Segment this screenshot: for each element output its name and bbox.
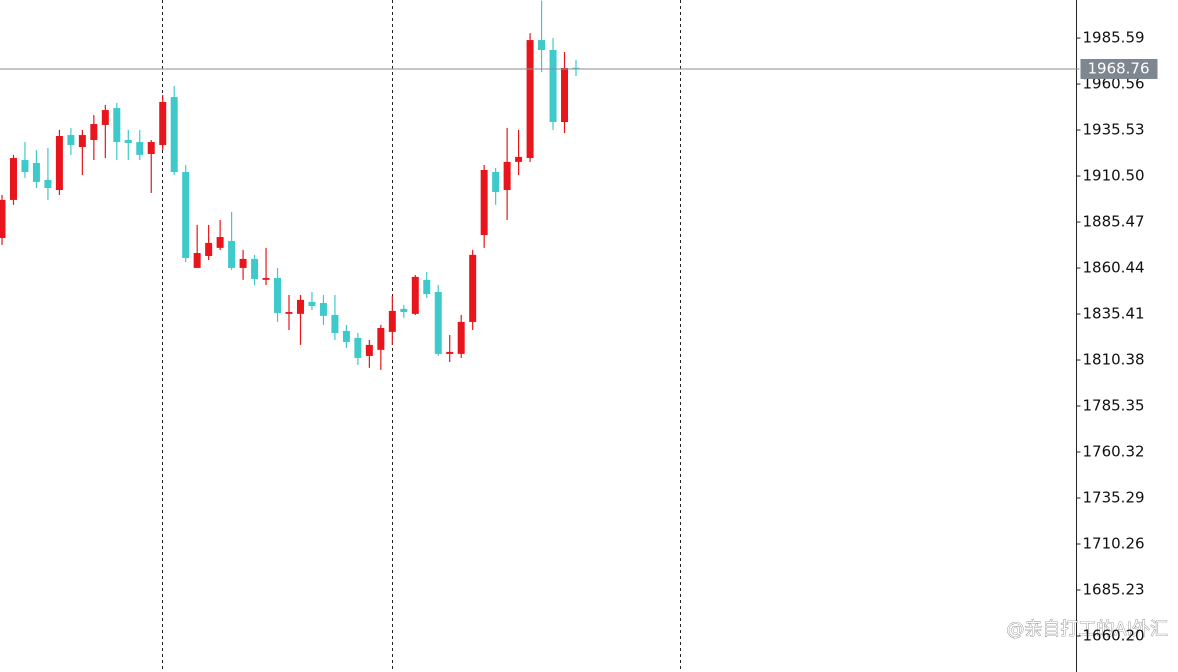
y-tick-label: 1860.44 (1083, 259, 1145, 277)
y-tick-label: 1835.41 (1083, 305, 1145, 323)
candle-body (342, 330, 350, 342)
candle-body (308, 301, 316, 306)
candle-body (434, 291, 442, 354)
candle-body (159, 101, 167, 145)
candle-body (388, 310, 396, 332)
y-tick-label: 1935.53 (1083, 121, 1145, 139)
watermark: @亲自打工的AI外汇 (1006, 619, 1168, 640)
candle-body (457, 321, 465, 354)
y-tick-label: 1985.59 (1083, 29, 1145, 47)
candle-body (78, 135, 86, 148)
candle-body (469, 254, 477, 322)
candle-body (32, 162, 40, 182)
candle-body (549, 49, 557, 123)
candle-body (205, 242, 213, 256)
candle-body (170, 97, 178, 172)
candle-body (182, 171, 190, 258)
candle-body (423, 279, 431, 295)
candle-body (55, 135, 63, 191)
y-tick-label: 1685.23 (1083, 580, 1145, 598)
y-tick-label: 1885.47 (1083, 213, 1145, 231)
candle-body (365, 344, 373, 356)
candle-body (124, 140, 132, 143)
candle-body (503, 161, 511, 191)
candle-body (354, 337, 362, 358)
candle-body (193, 253, 201, 268)
y-tick-label: 1960.56 (1083, 75, 1145, 93)
y-tick-label: 1810.38 (1083, 351, 1145, 369)
candle-body (274, 278, 282, 313)
candle-body (561, 67, 569, 123)
candle-body (538, 40, 546, 50)
candle-body (526, 40, 534, 159)
candle-body (251, 258, 259, 279)
candle-body (377, 328, 385, 350)
candle-body (492, 171, 500, 193)
y-tick-label: 1710.26 (1083, 534, 1145, 552)
y-tick-label: 1785.35 (1083, 397, 1145, 415)
candle-body (21, 160, 29, 172)
candle-body (480, 169, 488, 236)
candle-body (101, 110, 109, 125)
candle-body (67, 135, 75, 145)
candle-body (147, 142, 155, 154)
candle-body (136, 142, 144, 155)
candle-body (285, 312, 293, 314)
candle-body (296, 299, 304, 314)
candle-body (239, 258, 247, 268)
candle-body (228, 240, 236, 268)
y-tick-label: 1660.20 (1083, 626, 1145, 644)
candle-body (446, 351, 454, 354)
y-tick-label: 1735.29 (1083, 489, 1145, 507)
candle-body (515, 156, 523, 162)
candle-body (113, 108, 121, 143)
candle-body (0, 199, 6, 238)
candle-body (319, 303, 327, 316)
candle-body (400, 308, 408, 313)
candle-body (44, 179, 52, 188)
candle-body (411, 276, 419, 314)
candle-body (262, 278, 270, 280)
last-price-label: 1968.76 (1087, 59, 1149, 77)
candle-body (216, 237, 224, 248)
last-price-box (1080, 58, 1158, 79)
candle-body (90, 124, 98, 141)
candle-body (9, 158, 17, 200)
y-tick-label: 1760.32 (1083, 443, 1145, 461)
candle-body (331, 314, 339, 333)
y-tick-label: 1910.50 (1083, 167, 1145, 185)
